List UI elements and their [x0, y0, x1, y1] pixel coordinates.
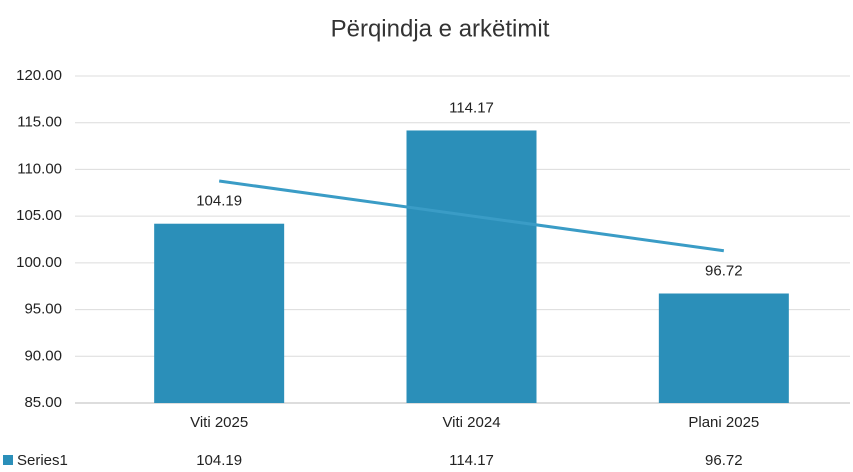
- chart-title: Përqindja e arkëtimit: [331, 15, 550, 42]
- table-value: 114.17: [449, 452, 494, 469]
- y-tick-label: 105.00: [16, 207, 62, 224]
- x-tick-label: Viti 2024: [442, 414, 500, 431]
- data-label: 104.19: [196, 193, 242, 210]
- data-label: 96.72: [705, 262, 743, 279]
- table-value: 96.72: [705, 452, 743, 469]
- y-tick-label: 85.00: [24, 394, 62, 411]
- bar: [154, 223, 285, 403]
- legend-swatch: [3, 455, 13, 465]
- table-value: 104.19: [196, 452, 242, 469]
- trendline: [218, 179, 725, 253]
- legend-label: Series1: [17, 452, 68, 469]
- data-label: 114.17: [449, 99, 494, 116]
- y-tick-label: 95.00: [24, 301, 62, 318]
- y-tick-label: 115.00: [17, 114, 62, 131]
- y-tick-label: 110.00: [17, 160, 62, 177]
- x-tick-label: Plani 2025: [688, 414, 759, 431]
- y-tick-label: 100.00: [16, 254, 62, 271]
- bar: [658, 293, 789, 403]
- y-tick-label: 120.00: [16, 67, 62, 84]
- x-tick-label: Viti 2025: [190, 414, 248, 431]
- bar: [406, 130, 537, 403]
- y-tick-label: 90.00: [24, 347, 62, 364]
